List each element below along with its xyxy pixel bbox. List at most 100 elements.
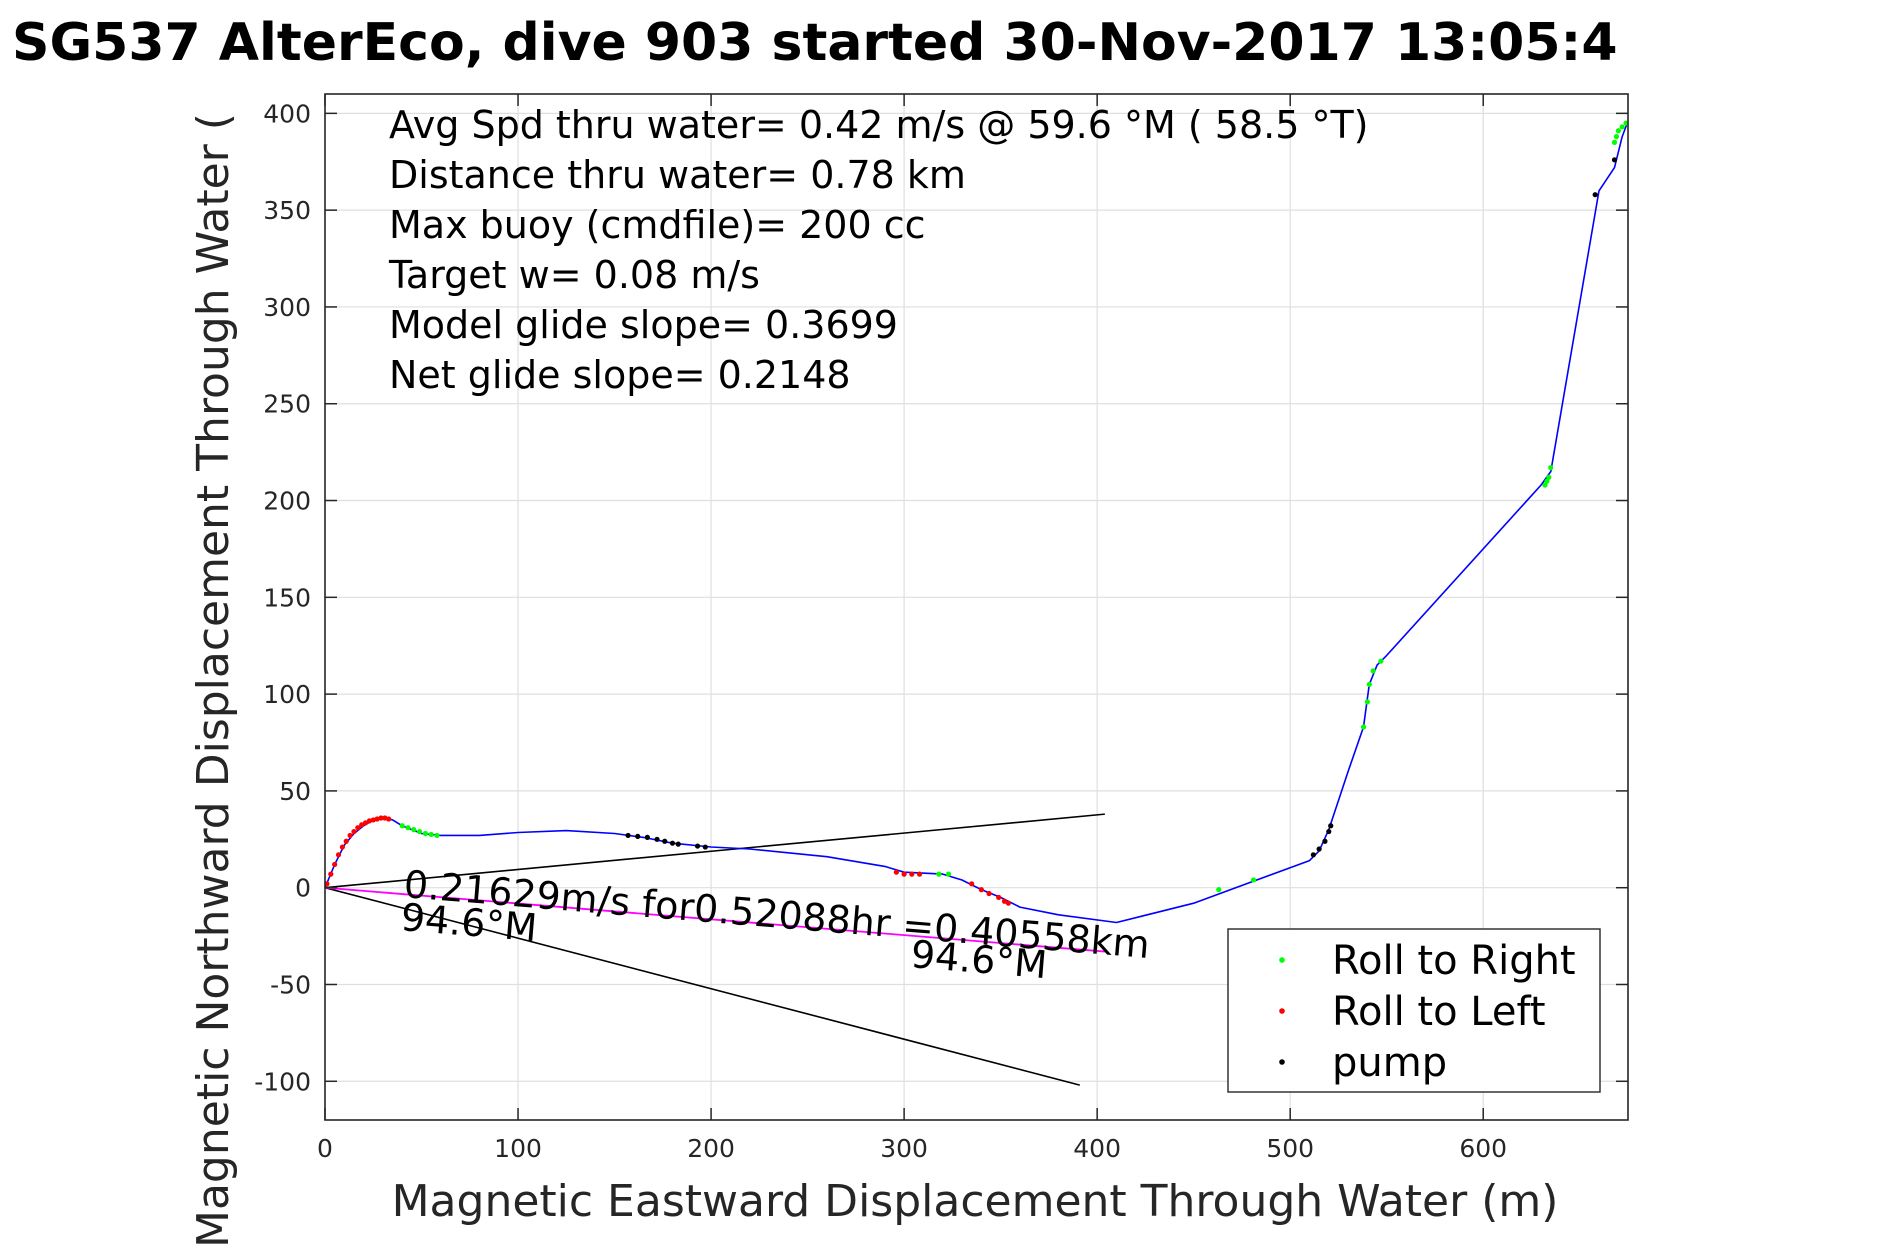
info-line: Max buoy (cmdfile)= 200 cc xyxy=(389,203,926,247)
roll-right-point xyxy=(405,825,411,831)
roll-left-point xyxy=(969,881,975,887)
track-line xyxy=(324,120,1629,924)
roll-right-point xyxy=(1613,133,1620,140)
roll-right-point xyxy=(1360,724,1367,730)
roll-right-point xyxy=(1544,478,1550,484)
y-tick-label: 250 xyxy=(263,390,311,419)
info-line: Net glide slope= 0.2148 xyxy=(389,353,851,397)
plot-frame xyxy=(324,93,1629,1121)
x-axis-label: Magnetic Eastward Displacement Through W… xyxy=(392,1176,1559,1227)
pump-point xyxy=(1310,852,1316,858)
roll-right-point xyxy=(434,832,440,839)
roll-left-point xyxy=(893,869,899,875)
chart-title: SG537 AlterEco, dive 903 started 30-Nov-… xyxy=(12,13,1618,73)
x-tick-label: 600 xyxy=(1459,1134,1507,1163)
y-tick-label: 400 xyxy=(263,99,311,128)
y-tick-label: 50 xyxy=(279,777,311,806)
roll-left-point xyxy=(355,825,361,831)
roll-left-point xyxy=(909,871,915,877)
pump-point xyxy=(1322,838,1328,844)
pump-point xyxy=(644,834,650,840)
pump-point xyxy=(702,844,708,850)
y-tick-label: -50 xyxy=(270,970,311,999)
roll-left-point xyxy=(386,816,392,822)
roll-right-point xyxy=(416,828,423,835)
info-line: Target w= 0.08 m/s xyxy=(388,253,760,297)
legend-entry: pump xyxy=(1332,1040,1447,1086)
roll-left-point xyxy=(335,852,342,858)
pump-point xyxy=(662,838,668,844)
roll-left-point xyxy=(916,871,923,877)
roll-left-point xyxy=(362,820,369,826)
pump-point xyxy=(1611,157,1618,163)
roll-right-point xyxy=(936,871,942,877)
pump-point xyxy=(1326,828,1332,835)
roll-right-point xyxy=(399,823,405,829)
reference-line xyxy=(324,886,1080,1086)
pump-point xyxy=(669,840,676,846)
roll-left-point xyxy=(378,815,384,821)
legend-box xyxy=(1227,928,1601,1093)
x-tick-label: 400 xyxy=(1073,1134,1121,1163)
roll-right-point xyxy=(1548,465,1554,471)
roll-right-point xyxy=(428,831,434,838)
roll-right-point xyxy=(1542,482,1548,488)
current-line xyxy=(324,886,1105,953)
y-tick-label: 0 xyxy=(295,874,311,903)
info-line: Distance thru water= 0.78 km xyxy=(389,153,966,197)
roll-left-point xyxy=(328,871,334,877)
roll-left-point xyxy=(343,838,349,844)
roll-right-point xyxy=(1546,474,1552,480)
roll-left-point xyxy=(978,887,984,893)
y-tick-label: 350 xyxy=(263,196,311,225)
legend-swatch-roll-left xyxy=(1279,1008,1285,1014)
pump-point xyxy=(635,833,641,839)
roll-left-point xyxy=(347,832,353,839)
reference-line xyxy=(324,813,1105,889)
y-tick-label: -100 xyxy=(254,1067,311,1096)
roll-left-point xyxy=(996,894,1002,900)
y-tick-label: 150 xyxy=(263,583,311,612)
x-tick-label: 100 xyxy=(494,1134,542,1163)
pump-point xyxy=(675,841,681,847)
roll-left-point xyxy=(339,844,345,850)
roll-right-point xyxy=(422,830,428,837)
pump-point xyxy=(654,836,660,842)
roll-right-point xyxy=(1378,658,1384,664)
roll-right-point xyxy=(411,827,417,833)
pump-point xyxy=(694,843,701,849)
roll-left-point xyxy=(901,871,907,877)
roll-left-point xyxy=(1001,898,1008,904)
roll-right-point xyxy=(945,871,952,877)
y-axis-label: Magnetic Northward Displacement Through … xyxy=(188,113,239,1248)
legend-entry: Roll to Right xyxy=(1332,938,1576,984)
roll-left-point xyxy=(986,890,992,897)
y-tick-label: 200 xyxy=(263,487,311,516)
legend-entry: Roll to Left xyxy=(1332,989,1546,1035)
roll-left-point xyxy=(351,828,357,835)
roll-left-point xyxy=(1005,900,1011,906)
roll-right-point xyxy=(1615,128,1621,134)
x-tick-label: 200 xyxy=(687,1134,735,1163)
x-tick-label: 300 xyxy=(880,1134,928,1163)
roll-right-point xyxy=(1611,139,1618,145)
roll-right-point xyxy=(1619,124,1625,130)
roll-right-point xyxy=(1364,699,1370,705)
pump-point xyxy=(1316,846,1322,852)
pump-point xyxy=(625,832,631,839)
pump-point xyxy=(1592,192,1598,198)
roll-right-point xyxy=(1370,668,1376,674)
info-line: Model glide slope= 0.3699 xyxy=(389,303,898,347)
roll-right-point xyxy=(1250,877,1257,883)
roll-right-point xyxy=(1366,681,1372,688)
roll-left-point xyxy=(359,822,365,828)
info-line: Avg Spd thru water= 0.42 m/s @ 59.6 °M (… xyxy=(389,103,1369,147)
x-tick-label: 0 xyxy=(317,1134,333,1163)
pump-point xyxy=(1328,823,1334,829)
x-tick-label: 500 xyxy=(1266,1134,1314,1163)
y-tick-label: 100 xyxy=(263,680,311,709)
y-tick-label: 300 xyxy=(263,293,311,322)
legend-swatch-roll-right xyxy=(1279,957,1285,963)
